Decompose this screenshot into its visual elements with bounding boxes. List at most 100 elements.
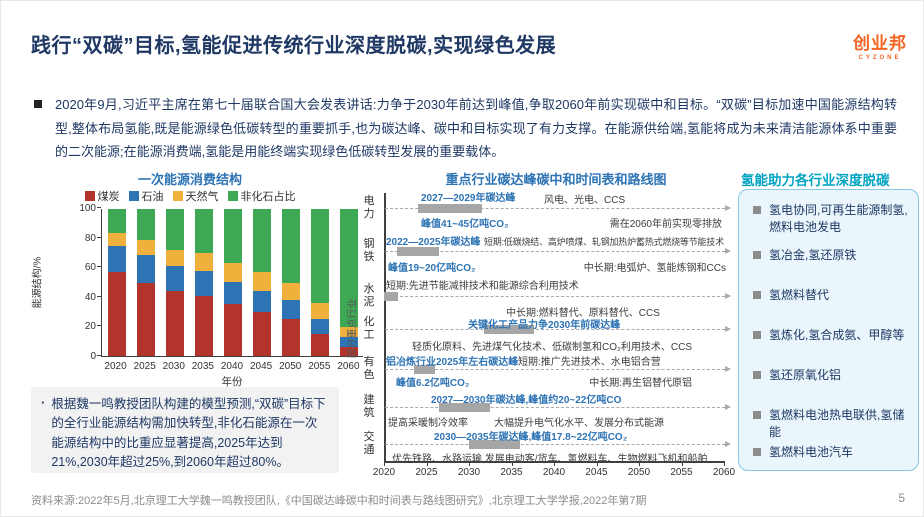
bar-segment (194, 209, 213, 254)
timeline-annotation: 中长期:电弧炉、氢能炼钢和CCs (583, 263, 726, 274)
x-tick-label: 2045 (585, 467, 608, 478)
bar-segment (252, 291, 271, 312)
bar-segment (310, 333, 329, 356)
square-bullet-icon (753, 251, 761, 259)
bar-segment (310, 303, 329, 320)
bar-column (310, 209, 329, 356)
panel-item: 氢冶金,氢还原铁 (753, 247, 909, 264)
legend-item: 石油 (128, 188, 164, 204)
timeline-annotation: 峰值19~20亿吨CO₂ (388, 263, 476, 274)
sector-label: 水 泥 (363, 283, 375, 308)
x-tick-label: 2055 (670, 467, 693, 478)
arrow-right-icon (725, 404, 731, 410)
page-number: 5 (898, 491, 905, 505)
logo-text-en: CYZONE (858, 55, 902, 61)
x-tick-label: 2040 (542, 467, 566, 478)
intro-paragraph: 2020年9月,习近平主席在第七十届联合国大会发表讲话:力争于2030年前达到峰… (31, 93, 897, 164)
x-tick-label: 2055 (308, 361, 331, 372)
timeline-title: 重点行业碳达峰碳中和时间表和路线图 (445, 172, 667, 187)
bar-segment (252, 311, 271, 356)
x-tick-mark (724, 462, 725, 466)
peak-window-bar (396, 247, 440, 256)
bar-segment (107, 209, 126, 233)
energy-chart-legend: 煤炭 石油 天然气 非化石占比 (37, 188, 343, 204)
bar-column (281, 209, 300, 356)
x-tick-label: 2020 (372, 467, 396, 478)
energy-x-axis-label: 年份 (221, 376, 243, 388)
peak-window-bar (413, 365, 435, 374)
hydrogen-panel-title: 氢能助力各行业深度脱碳 (741, 173, 890, 188)
timeline-annotation: 峰值41~45亿吨CO₂ (421, 219, 509, 230)
square-bullet-icon (34, 100, 42, 108)
x-tick-label: 2050 (279, 361, 302, 372)
sector-label: 钢 铁 (363, 238, 375, 263)
x-tick-label: 2030 (162, 361, 185, 372)
sector-label: 有 色 (363, 356, 375, 381)
bar-segment (136, 209, 155, 240)
bar-segment (281, 209, 300, 283)
peak-window-bar (418, 204, 482, 213)
energy-structure-chart: 一次能源消费结构 煤炭 石油 天然气 非化石占比 能源结构/% 0 20 40 60 80 10… (33, 169, 363, 388)
bar-column (107, 209, 126, 356)
bar-segment (165, 250, 184, 267)
arrow-right-icon (725, 248, 731, 254)
timeline-x-axis-line (384, 461, 725, 463)
x-tick-label: 2035 (191, 361, 214, 372)
timeline-annotation: 大幅提升电气化水平、发展分布式能源 (494, 418, 664, 429)
panel-item-text: 氢燃料电池热电联供,氢储能 (769, 408, 905, 440)
x-tick-mark (639, 462, 640, 466)
hydrogen-panel-box: 氢电协同,可再生能源制氢,燃料电池发电氢冶金,氢还原铁氢燃料替代氢炼化,氢合成氨… (738, 189, 919, 471)
panel-item-text: 氢炼化,氢合成氨、甲醇等 (769, 328, 905, 342)
bar-segment (223, 263, 242, 282)
timeline-annotation: 轻质化原料、先进煤气化技术、低碳制氢和CO₂利用技术、CCS (412, 342, 692, 353)
panel-item: 氢燃料替代 (753, 287, 909, 304)
legend-swatch (84, 191, 95, 201)
bar-segment (165, 209, 184, 251)
x-tick-mark (511, 462, 513, 466)
x-tick-label: 2025 (133, 361, 156, 372)
timeline-annotation: 短期:低碳烧结、高炉喷煤、轧钢加热炉蓄热式燃烧等节能技术 (484, 237, 724, 247)
legend-item: 煤炭 (84, 188, 120, 204)
square-bullet-icon (753, 448, 761, 456)
sector-label: 电 力 (363, 195, 375, 220)
y-tick-mark (97, 207, 101, 208)
bar-segment (194, 295, 213, 356)
x-tick-mark (469, 462, 470, 466)
x-tick-mark (681, 462, 683, 466)
arrow-right-icon (725, 293, 731, 299)
panel-item-text: 氢燃料替代 (769, 288, 830, 302)
y-tick-mark (97, 266, 101, 268)
bar-segment (165, 266, 184, 292)
peak-window-bar (469, 440, 520, 449)
y-tick-label: 60 (84, 262, 96, 274)
bar-column (223, 209, 242, 356)
panel-item: 氢燃料电池热电联供,氢储能 (753, 407, 909, 442)
bar-column (252, 209, 271, 356)
legend-label: 非化石占比 (240, 191, 296, 203)
legend-label: 石油 (141, 191, 164, 203)
legend-swatch (227, 191, 238, 201)
timeline-annotation: 2027—2030年碳达峰,峰值约20~22亿吨CO (431, 395, 622, 406)
peak-window-bar (384, 292, 399, 301)
timeline-row-dashed-line (385, 329, 725, 330)
bar-segment (310, 209, 329, 304)
bar-segment (194, 270, 213, 296)
x-tick-label: 2035 (500, 467, 523, 478)
x-tick-mark (554, 462, 555, 466)
note-box: · 根据魏一鸣教授团队构建的模型预测,“双碳”目标下的全行业能源结构需加快转型,… (31, 387, 339, 473)
bar-segment (107, 272, 126, 356)
legend-item: 天然气 (172, 188, 219, 204)
note-text: 根据魏一鸣教授团队构建的模型预测,“双碳”目标下的全行业能源结构需加快转型,非化… (51, 397, 326, 470)
bar-segment (136, 254, 155, 283)
arrow-right-icon (725, 326, 731, 332)
bar-segment (310, 319, 329, 334)
bar-segment (252, 272, 271, 292)
cyzone-logo: 创业邦 CYZONE (853, 29, 907, 61)
square-bullet-icon (753, 291, 761, 299)
note-bullet: · (41, 395, 46, 410)
timeline-plot-area: 2020 2025 2030 2035 2040 2045 2050 2055 2060 电 力 2… (346, 169, 738, 478)
timeline-row-dashed-line (385, 296, 725, 297)
timeline-annotation: 短期:先进节能减排技术和能源综合利用技术 (386, 281, 579, 292)
panel-item-text: 氢电协同,可再生能源制氢,燃料电池发电 (769, 203, 908, 235)
timeline-annotation: 关键化工产品力争2030年前碳达峰 (468, 320, 621, 331)
